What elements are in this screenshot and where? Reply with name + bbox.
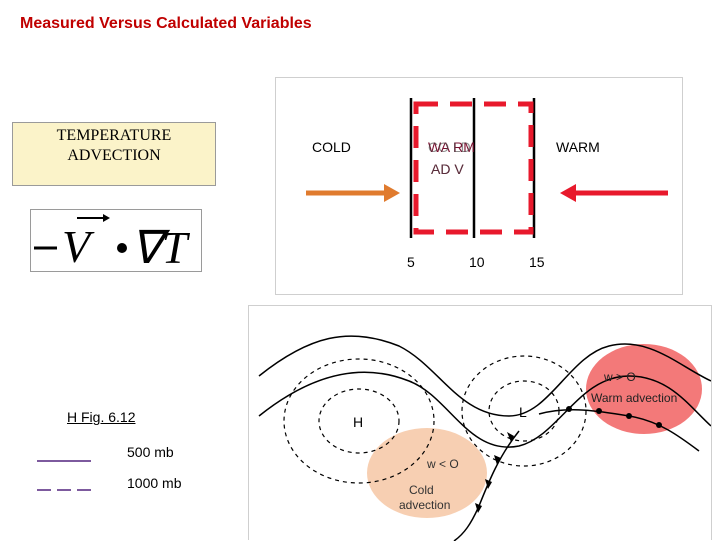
legend-500mb-label: 500 mb	[127, 444, 174, 460]
cold-front-barb-2	[494, 455, 501, 465]
warm-bubble-line2: Warm advection	[591, 391, 677, 405]
vector-symbol: V	[62, 221, 95, 271]
advection-equation-box: V ∇T	[30, 209, 202, 273]
center-label-line1: WA RM	[428, 139, 475, 155]
warm-label: WARM	[556, 139, 600, 155]
cold-bubble-line2: Cold	[409, 483, 434, 497]
cold-label: COLD	[312, 139, 351, 155]
dot-operator	[117, 243, 127, 253]
contour-500mb-lower	[258, 371, 711, 448]
cold-bubble-line1: w < O	[426, 457, 459, 471]
tick-label-10: 10	[469, 254, 485, 270]
overlay-label-line1: CO LD	[428, 139, 471, 155]
legend-1000mb-label: 1000 mb	[127, 475, 182, 491]
cold-front-barb-4	[475, 503, 482, 513]
isobar-high-inner	[318, 388, 400, 454]
warm-front-bead-4	[656, 422, 662, 428]
advection-diagram: COLD WARM WA RM CO LD AD V AD V 5 10 15	[275, 77, 683, 295]
vector-arrowhead	[103, 214, 110, 222]
warm-front-bead-2	[596, 408, 602, 414]
overlay-label-line2: AD V	[431, 161, 464, 177]
cold-arrowhead	[384, 184, 400, 202]
synoptic-map-graphic: H L w > O Warm advection w < O Cold adve…	[258, 335, 711, 541]
temperature-advection-box: TEMPERATURE ADVECTION	[12, 122, 216, 186]
advection-diagram-graphic	[306, 98, 668, 238]
dashed-region-box	[413, 101, 534, 235]
gradient-symbol: ∇T	[131, 222, 191, 271]
isobar-high-outer	[283, 358, 435, 484]
advection-label-line2: ADVECTION	[67, 147, 161, 164]
warm-advection-bubble	[586, 344, 702, 434]
contour-500mb-upper	[258, 335, 711, 417]
tick-label-15: 15	[529, 254, 545, 270]
center-label-line2: AD V	[431, 161, 464, 177]
warm-front-bead-3	[626, 413, 632, 419]
cold-front-barb-3	[485, 479, 492, 489]
legend-lines	[37, 460, 91, 491]
warm-front-bead-1	[566, 406, 572, 412]
high-pressure-label: H	[353, 414, 363, 430]
warm-arrowhead	[560, 184, 576, 202]
tick-label-5: 5	[407, 254, 415, 270]
advection-label-line1: TEMPERATURE	[56, 127, 172, 144]
synoptic-map: H L w > O Warm advection w < O Cold adve…	[248, 305, 712, 541]
advection-equation: V ∇T	[34, 214, 191, 273]
cold-advection-bubble	[367, 428, 487, 518]
low-pressure-label: L	[519, 404, 527, 420]
page-title: Measured Versus Calculated Variables	[20, 15, 312, 32]
warm-bubble-line1: w > O	[603, 370, 636, 384]
cold-front-barb-1	[507, 432, 514, 442]
figure-caption: H Fig. 6.12	[67, 409, 136, 425]
cold-bubble-line3: advection	[399, 498, 450, 512]
